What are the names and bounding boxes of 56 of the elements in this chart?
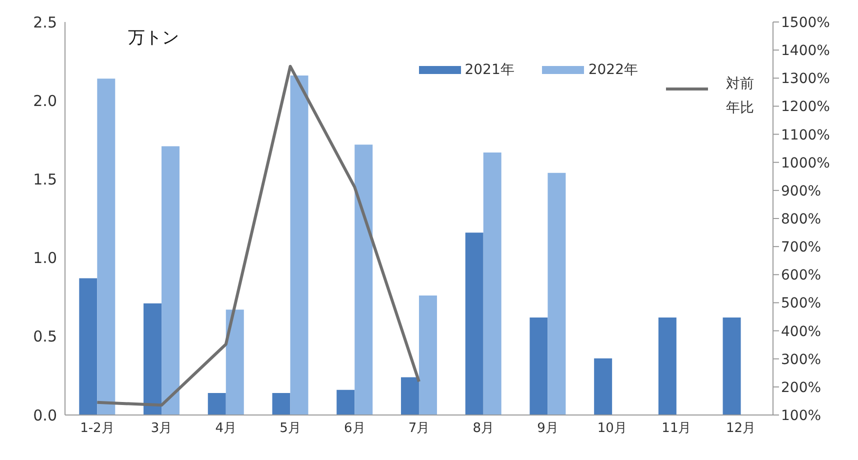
y2-tick-label: 1500% <box>781 14 830 31</box>
y2-tick-label: 200% <box>781 380 822 396</box>
y-tick-label: 1.5 <box>33 170 57 189</box>
y2-tick-label: 1200% <box>781 99 830 116</box>
x-tick-label: 5月 <box>280 421 301 436</box>
bar <box>658 318 676 415</box>
x-tick-label: 6月 <box>344 421 366 436</box>
y2-tick-label: 1000% <box>781 155 830 172</box>
y2-tick-label: 1300% <box>781 71 830 88</box>
y2-tick-label: 400% <box>781 324 822 340</box>
y-tick-label: 0.5 <box>33 328 57 346</box>
y2-tick-label: 600% <box>781 268 822 284</box>
bar <box>722 318 741 415</box>
y-tick-label: 2.5 <box>33 13 57 32</box>
bar <box>226 310 244 415</box>
bar <box>336 390 355 415</box>
bar <box>162 146 180 415</box>
legend-label: 2022年 <box>588 61 638 80</box>
x-tick-label: 12月 <box>726 421 756 436</box>
line-series <box>96 64 420 407</box>
y2-tick-label: 700% <box>781 240 822 256</box>
y2-tick-label: 100% <box>781 408 822 424</box>
x-tick-label: 8月 <box>472 421 494 436</box>
x-tick-label: 9月 <box>537 421 558 436</box>
bar <box>97 78 116 415</box>
y2-tick-label: 800% <box>781 211 822 228</box>
y2-tick-label: 1400% <box>781 43 830 60</box>
y-tick-label: 1.0 <box>33 249 57 268</box>
bar <box>290 75 308 415</box>
y-tick-label: 0.0 <box>33 406 57 424</box>
y2-tick-label: 1100% <box>781 127 830 144</box>
bar <box>418 296 437 415</box>
x-tick-label: 4月 <box>215 421 237 436</box>
y2-tick-label: 300% <box>781 352 822 368</box>
bar <box>400 377 419 415</box>
bar <box>548 172 566 415</box>
y-tick-label: 2.0 <box>33 92 57 110</box>
legend-label: 対前年比 <box>726 75 755 118</box>
legend-label: 2021年 <box>464 61 514 80</box>
bar <box>594 358 612 415</box>
x-tick-label: 7月 <box>408 421 430 436</box>
bar <box>354 144 373 415</box>
bar <box>483 152 502 415</box>
y2-tick-label: 500% <box>781 296 822 312</box>
x-tick-label: 10月 <box>597 421 627 436</box>
bar <box>208 392 226 415</box>
bar <box>144 303 162 415</box>
x-tick-label: 11月 <box>662 421 692 436</box>
bar <box>530 318 548 415</box>
y-axis-title: 万トン <box>128 27 179 49</box>
x-tick-label: 1-2月 <box>80 421 114 436</box>
y2-tick-label: 900% <box>781 183 822 200</box>
bar <box>79 278 98 415</box>
bar <box>272 392 290 415</box>
x-tick-label: 3月 <box>150 421 172 436</box>
bar <box>465 232 484 415</box>
